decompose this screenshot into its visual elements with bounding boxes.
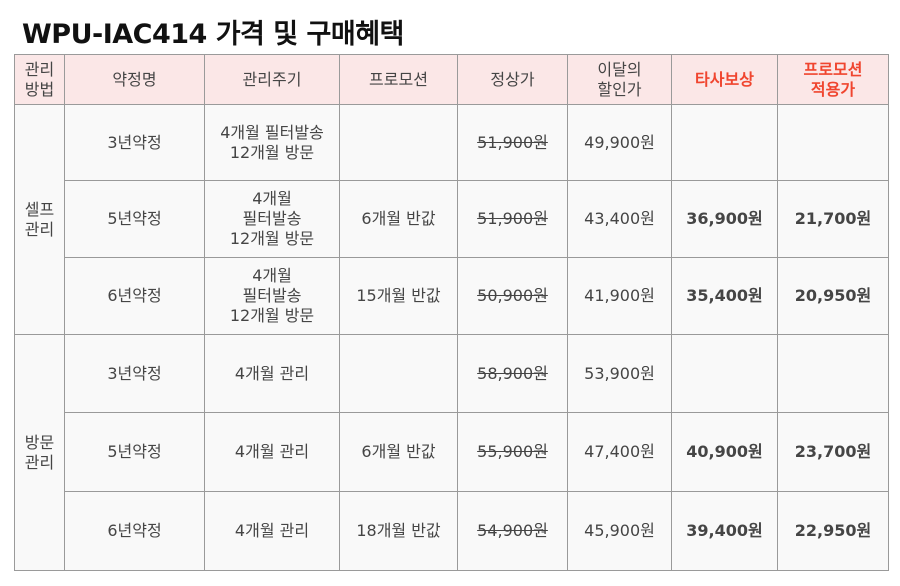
- cycle: 4개월 필터발송 12개월 방문: [204, 257, 340, 335]
- compensation-price: 39,400원: [671, 491, 778, 571]
- promo-price: 21,700원: [777, 180, 889, 258]
- plan-name: 6년약정: [64, 491, 205, 571]
- discount-price: 53,900원: [567, 334, 672, 413]
- regular-price: 55,900원: [457, 412, 568, 492]
- compensation-price: 36,900원: [671, 180, 778, 258]
- regular-price-value: 50,900원: [477, 286, 548, 305]
- regular-price: 51,900원: [457, 104, 568, 181]
- table-row: 5년약정 4개월 필터발송 12개월 방문 6개월 반값 51,900원 43,…: [15, 180, 889, 258]
- compensation-price: 35,400원: [671, 257, 778, 335]
- table-row: 셀프 관리 3년약정 4개월 필터발송 12개월 방문 51,900원 49,9…: [14, 104, 889, 335]
- price-table: 관리 방법 약정명 관리주기 프로모션 정상가 이달의 할인가 타사보상 프로모…: [14, 54, 889, 571]
- regular-price-value: 54,900원: [477, 521, 548, 540]
- cycle: 4개월 필터발송 12개월 방문: [204, 180, 340, 258]
- header-discount-price: 이달의 할인가: [567, 54, 672, 105]
- cycle: 4개월 관리: [204, 334, 340, 413]
- plan-name: 5년약정: [64, 412, 205, 492]
- regular-price-value: 51,900원: [477, 209, 548, 228]
- regular-price-value: 58,900원: [477, 363, 548, 383]
- regular-price-value: 51,900원: [477, 132, 548, 152]
- plan-name: 3년약정: [64, 104, 205, 181]
- cycle: 4개월 필터발송 12개월 방문: [204, 104, 340, 181]
- regular-price: 54,900원: [457, 491, 568, 571]
- discount-price: 49,900원: [567, 104, 672, 181]
- promo-price: 23,700원: [777, 412, 889, 492]
- promo-price: [777, 334, 889, 413]
- promo: 15개월 반값: [339, 257, 458, 335]
- promo: 6개월 반값: [339, 180, 458, 258]
- discount-price: 45,900원: [567, 491, 672, 571]
- header-promo: 프로모션: [339, 54, 458, 105]
- discount-price: 43,400원: [567, 180, 672, 258]
- header-row: 관리 방법 약정명 관리주기 프로모션 정상가 이달의 할인가 타사보상 프로모…: [14, 54, 889, 105]
- group-method-visit: 방문 관리: [14, 334, 65, 571]
- cycle: 4개월 관리: [204, 412, 340, 492]
- header-compensation: 타사보상: [671, 54, 778, 105]
- plan-name: 5년약정: [64, 180, 205, 258]
- discount-price: 41,900원: [567, 257, 672, 335]
- header-promo-price: 프로모션 적용가: [777, 54, 889, 105]
- compensation-price: [671, 334, 778, 413]
- promo: 6개월 반값: [339, 412, 458, 492]
- header-method: 관리 방법: [14, 54, 65, 105]
- regular-price: 50,900원: [457, 257, 568, 335]
- compensation-price: [671, 104, 778, 181]
- table-row: 방문 관리 3년약정 4개월 관리 58,900원 53,900원: [14, 334, 889, 571]
- group-method-self: 셀프 관리: [14, 104, 65, 335]
- table-row: 5년약정 4개월 관리 6개월 반값 55,900원 47,400원 40,90…: [15, 412, 889, 492]
- table-row: 6년약정 4개월 관리 18개월 반값 54,900원 45,900원 39,4…: [15, 491, 889, 571]
- plan-name: 6년약정: [64, 257, 205, 335]
- cycle: 4개월 관리: [204, 491, 340, 571]
- table-row: 6년약정 4개월 필터발송 12개월 방문 15개월 반값 50,900원 41…: [15, 257, 889, 335]
- promo-price: [777, 104, 889, 181]
- regular-price: 51,900원: [457, 180, 568, 258]
- compensation-price: 40,900원: [671, 412, 778, 492]
- regular-price-value: 55,900원: [477, 442, 548, 461]
- header-plan: 약정명: [64, 54, 205, 105]
- promo-price: 20,950원: [777, 257, 889, 335]
- regular-price: 58,900원: [457, 334, 568, 413]
- header-cycle: 관리주기: [204, 54, 340, 105]
- plan-name: 3년약정: [64, 334, 205, 413]
- promo: [339, 334, 458, 413]
- discount-price: 47,400원: [567, 412, 672, 492]
- promo: 18개월 반값: [339, 491, 458, 571]
- header-regular-price: 정상가: [457, 54, 568, 105]
- promo-price: 22,950원: [777, 491, 889, 571]
- promo: [339, 104, 458, 181]
- page-title: WPU-IAC414 가격 및 구매혜택: [22, 19, 404, 50]
